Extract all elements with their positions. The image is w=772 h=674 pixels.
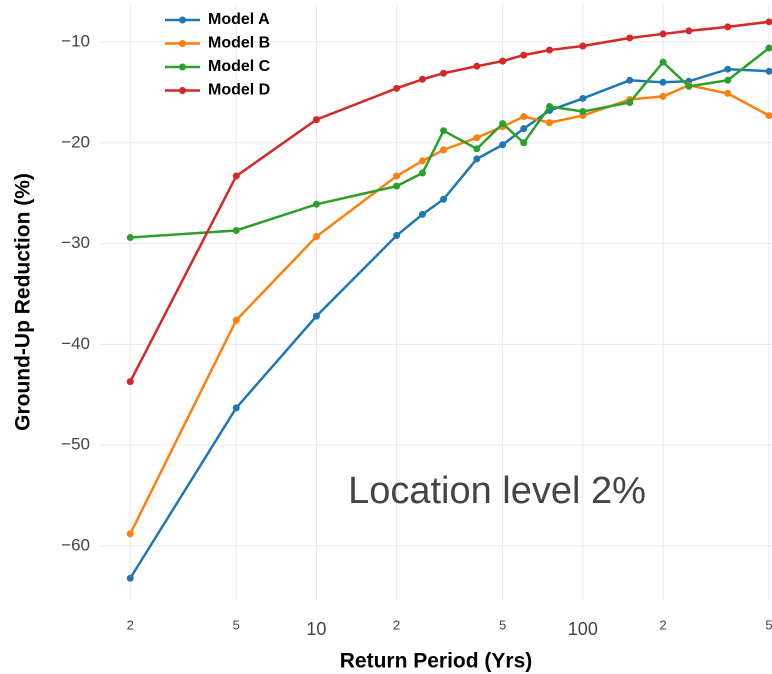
data-point xyxy=(232,172,240,180)
annotation: Location level 2% xyxy=(348,470,646,512)
data-point xyxy=(579,108,587,116)
data-point xyxy=(126,530,134,538)
legend-marker xyxy=(179,16,186,24)
data-point xyxy=(579,94,587,102)
data-point xyxy=(440,127,448,135)
data-point xyxy=(546,46,554,54)
series-line xyxy=(130,47,770,239)
data-point xyxy=(440,146,448,154)
data-point xyxy=(393,172,401,180)
data-point xyxy=(418,75,426,83)
data-point xyxy=(473,155,481,163)
data-point xyxy=(418,157,426,165)
data-point xyxy=(579,42,587,50)
x-tick-label: 2 xyxy=(659,617,666,632)
data-point xyxy=(393,232,401,240)
data-point xyxy=(724,76,732,84)
data-point xyxy=(312,233,320,241)
legend-marker xyxy=(179,63,186,71)
data-point xyxy=(765,18,772,26)
data-point xyxy=(312,116,320,124)
data-point xyxy=(440,69,448,77)
x-tick-label: 100 xyxy=(568,619,598,639)
data-point xyxy=(659,30,667,38)
series-line xyxy=(129,20,770,383)
data-point xyxy=(520,139,528,147)
data-point xyxy=(126,234,134,242)
x-tick-label: 10 xyxy=(306,619,326,639)
x-tick-label: 5 xyxy=(499,617,506,632)
data-point xyxy=(659,92,667,100)
data-point xyxy=(659,58,667,66)
data-point xyxy=(499,57,507,65)
grid xyxy=(100,5,772,600)
data-point xyxy=(312,200,320,208)
data-point xyxy=(393,182,401,190)
data-point xyxy=(418,210,426,218)
data-point xyxy=(312,312,320,320)
data-point xyxy=(765,112,772,120)
data-point xyxy=(393,84,401,92)
data-point xyxy=(499,120,507,128)
data-point xyxy=(724,23,732,31)
data-point xyxy=(232,404,240,412)
y-tick-label: −20 xyxy=(61,132,90,151)
data-point xyxy=(685,82,693,90)
data-point xyxy=(126,378,134,386)
series-line xyxy=(129,67,770,579)
data-point xyxy=(659,78,667,86)
legend-marker xyxy=(179,87,186,94)
legend-marker xyxy=(179,40,186,47)
y-tick-label: −30 xyxy=(61,233,90,252)
data-point xyxy=(724,89,732,97)
data-point xyxy=(546,103,554,111)
data-point xyxy=(626,98,634,106)
legend-label: Model B xyxy=(208,35,270,52)
x-tick-label: 2 xyxy=(393,617,400,632)
data-point xyxy=(520,51,528,59)
data-point xyxy=(520,113,528,121)
y-axis-title: Ground-Up Reduction (%) xyxy=(12,173,35,431)
data-point xyxy=(520,125,528,133)
data-point xyxy=(232,316,240,324)
legend-label: Model A xyxy=(208,11,270,28)
y-tick-label: −40 xyxy=(61,334,90,353)
x-tick-label: 2 xyxy=(127,617,134,632)
data-point xyxy=(546,119,554,127)
y-tick-label: −50 xyxy=(61,435,90,454)
legend-label: Model C xyxy=(208,58,271,75)
y-tick-label: −60 xyxy=(61,535,90,554)
legend-label: Model D xyxy=(208,82,270,99)
data-point xyxy=(626,76,634,84)
data-point xyxy=(126,574,134,582)
data-point xyxy=(685,27,693,35)
data-point xyxy=(473,62,481,70)
data-point xyxy=(626,34,634,42)
y-tick-label: −10 xyxy=(61,31,90,50)
data-point xyxy=(440,195,448,203)
data-point xyxy=(765,44,772,52)
data-point xyxy=(499,141,507,149)
data-point xyxy=(232,226,240,234)
x-tick-label: 5 xyxy=(765,617,772,632)
data-point xyxy=(765,67,772,75)
data-point xyxy=(724,65,732,73)
data-point xyxy=(418,169,426,177)
series-line xyxy=(129,84,770,535)
x-tick-label: 5 xyxy=(233,617,240,632)
data-point xyxy=(473,145,481,153)
x-axis-title: Return Period (Yrs) xyxy=(340,650,533,673)
data-point xyxy=(473,134,481,142)
